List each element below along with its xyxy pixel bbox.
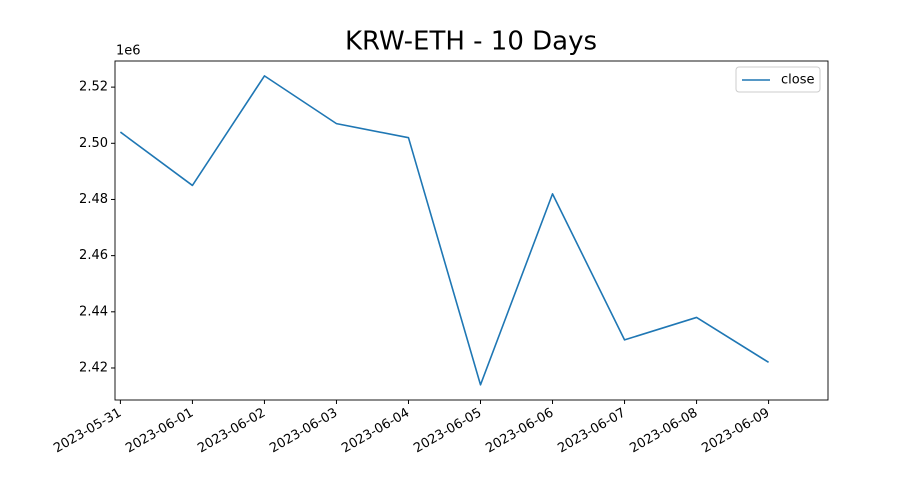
y-tick-label: 2.44 xyxy=(79,304,108,319)
chart-title: KRW-ETH - 10 Days xyxy=(345,27,597,57)
y-offset-label: 1e6 xyxy=(116,44,141,59)
y-tick-label: 2.42 xyxy=(79,360,108,375)
legend-label: close xyxy=(781,73,814,88)
y-tick-label: 2.48 xyxy=(79,192,108,207)
y-tick-label: 2.52 xyxy=(79,80,108,95)
line-series xyxy=(119,75,770,386)
y-tick-label: 2.50 xyxy=(79,136,108,151)
legend-box xyxy=(735,66,821,93)
plot-frame xyxy=(114,60,829,401)
y-tick-label: 2.46 xyxy=(79,248,108,263)
